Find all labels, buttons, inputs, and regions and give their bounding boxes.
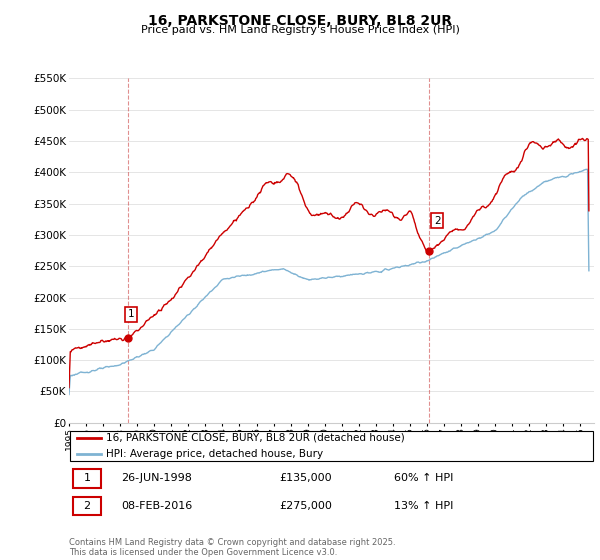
Text: 16, PARKSTONE CLOSE, BURY, BL8 2UR (detached house): 16, PARKSTONE CLOSE, BURY, BL8 2UR (deta… <box>106 433 404 442</box>
Text: 16, PARKSTONE CLOSE, BURY, BL8 2UR: 16, PARKSTONE CLOSE, BURY, BL8 2UR <box>148 14 452 28</box>
Text: £135,000: £135,000 <box>279 473 332 483</box>
Text: Price paid vs. HM Land Registry's House Price Index (HPI): Price paid vs. HM Land Registry's House … <box>140 25 460 35</box>
Text: 2: 2 <box>83 501 91 511</box>
Text: 60% ↑ HPI: 60% ↑ HPI <box>395 473 454 483</box>
Text: HPI: Average price, detached house, Bury: HPI: Average price, detached house, Bury <box>106 449 323 459</box>
Text: 26-JUN-1998: 26-JUN-1998 <box>121 473 193 483</box>
Text: 1: 1 <box>83 473 91 483</box>
Text: 2: 2 <box>434 216 440 226</box>
Text: 08-FEB-2016: 08-FEB-2016 <box>121 501 193 511</box>
FancyBboxPatch shape <box>73 469 101 488</box>
Text: £275,000: £275,000 <box>279 501 332 511</box>
FancyBboxPatch shape <box>73 497 101 515</box>
FancyBboxPatch shape <box>70 431 593 461</box>
Text: 1: 1 <box>128 310 134 319</box>
Text: Contains HM Land Registry data © Crown copyright and database right 2025.
This d: Contains HM Land Registry data © Crown c… <box>69 538 395 557</box>
Text: 13% ↑ HPI: 13% ↑ HPI <box>395 501 454 511</box>
